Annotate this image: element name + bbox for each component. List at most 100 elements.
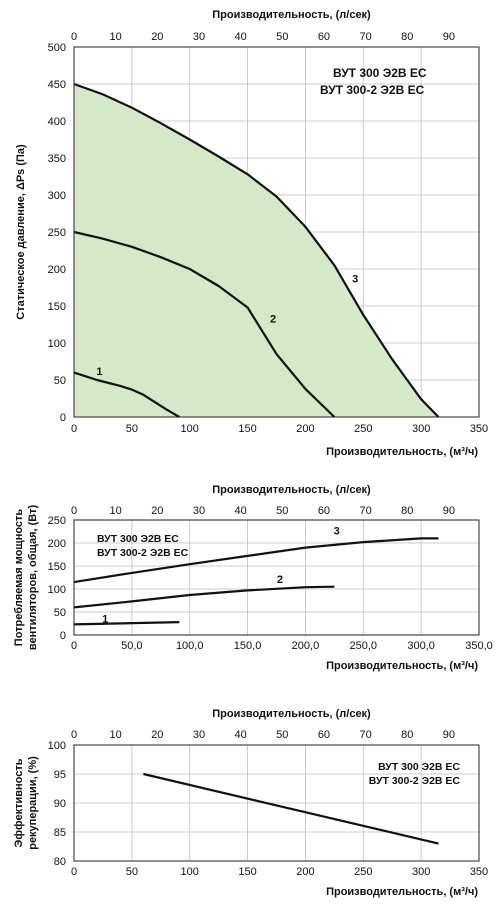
x2-tick-label: 20 bbox=[151, 31, 163, 43]
x2-tick-label: 10 bbox=[110, 505, 122, 517]
y-axis-title-line-1: Эффективность bbox=[13, 758, 25, 847]
x2-tick-label: 0 bbox=[71, 729, 77, 741]
y-tick-label: 250 bbox=[48, 227, 66, 239]
y-tick-label: 350 bbox=[48, 153, 66, 165]
y-tick-label: 200 bbox=[48, 264, 66, 276]
top-axis-title: Производительность, (л/сек) bbox=[212, 9, 371, 21]
y-axis-title-line-1: Потребляемая мощность bbox=[13, 509, 25, 647]
y-axis-title-line-2: вентиляторов, общая, (Вт) bbox=[27, 505, 39, 651]
x-tick-label: 150,0 bbox=[234, 640, 262, 652]
x2-tick-label: 40 bbox=[235, 505, 247, 517]
y-tick-label: 90 bbox=[54, 798, 66, 810]
x2-tick-label: 30 bbox=[193, 729, 205, 741]
x2-tick-label: 80 bbox=[401, 729, 413, 741]
y-tick-label: 0 bbox=[60, 630, 66, 642]
y-axis-title-line-2: рекуперации, (%) bbox=[27, 756, 39, 850]
x2-tick-label: 60 bbox=[318, 505, 330, 517]
curve-label: 3 bbox=[352, 273, 358, 285]
series-line-2 bbox=[73, 585, 335, 609]
x2-tick-label: 50 bbox=[276, 31, 288, 43]
x2-tick-label: 80 bbox=[401, 505, 413, 517]
y-tick-label: 100 bbox=[48, 338, 66, 350]
x-tick-label: 250 bbox=[354, 423, 372, 435]
x2-tick-label: 90 bbox=[443, 729, 455, 741]
x2-tick-label: 50 bbox=[276, 505, 288, 517]
pressure-chart: 123 0 50 100 150 200 250 300 350050100150200250… bbox=[15, 9, 488, 458]
series-line-2 bbox=[73, 230, 336, 418]
model-name-2: ВУТ 300-2 Э2В ЕС bbox=[97, 547, 189, 559]
x-tick-label: 300 bbox=[412, 423, 430, 435]
x-tick-label: 300 bbox=[412, 866, 430, 878]
x-tick-label: 200,0 bbox=[292, 640, 320, 652]
model-name-2: ВУТ 300-2 Э2В ЕС bbox=[320, 83, 425, 97]
y-tick-label: 0 bbox=[60, 412, 66, 424]
x2-tick-label: 50 bbox=[276, 729, 288, 741]
top-axis-title: Производительность, (л/сек) bbox=[212, 708, 371, 720]
model-name-1: ВУТ 300 Э2В ЕС bbox=[97, 533, 179, 545]
x2-tick-label: 0 bbox=[71, 505, 77, 517]
x2-tick-label: 30 bbox=[193, 505, 205, 517]
x-tick-label: 50 bbox=[126, 423, 138, 435]
x2-tick-label: 20 bbox=[151, 505, 163, 517]
x2-tick-label: 0 bbox=[71, 31, 77, 43]
y-tick-label: 150 bbox=[48, 301, 66, 313]
bottom-axis-title: Производительность, (м³/ч) bbox=[326, 886, 478, 898]
y-tick-label: 200 bbox=[48, 538, 66, 550]
operating-area bbox=[74, 84, 439, 417]
x2-tick-label: 60 bbox=[318, 31, 330, 43]
x2-tick-label: 70 bbox=[359, 729, 371, 741]
model-name-1: ВУТ 300 Э2В ЕС bbox=[333, 66, 427, 80]
x-tick-label: 50 bbox=[126, 866, 138, 878]
efficiency-chart: 0 50 100 150 200 250 300 350 80 85 90 95 100 0 10 20 30 4… bbox=[13, 708, 488, 898]
y-tick-label: 450 bbox=[48, 79, 66, 91]
x-tick-label: 350 bbox=[470, 866, 488, 878]
y-tick-label: 300 bbox=[48, 190, 66, 202]
x-tick-label: 300,0 bbox=[407, 640, 435, 652]
series-line-3 bbox=[73, 82, 440, 418]
x2-tick-label: 10 bbox=[110, 31, 122, 43]
x-tick-label: 100 bbox=[181, 423, 199, 435]
x2-tick-label: 90 bbox=[443, 505, 455, 517]
series-line-1 bbox=[73, 371, 180, 418]
y-tick-label: 80 bbox=[54, 856, 66, 868]
y-tick-label: 100 bbox=[48, 740, 66, 752]
x2-tick-label: 30 bbox=[193, 31, 205, 43]
top-axis-title: Производительность, (л/сек) bbox=[212, 484, 371, 496]
bottom-axis-title: Производительность, (м³/ч) bbox=[326, 446, 478, 458]
y-tick-label: 95 bbox=[54, 769, 66, 781]
x2-tick-label: 80 bbox=[401, 31, 413, 43]
y-axis-title: Статическое давление, ΔPs (Па) bbox=[15, 144, 27, 320]
x-tick-label: 0 bbox=[71, 423, 77, 435]
x-tick-label: 150 bbox=[238, 866, 256, 878]
x-tick-label: 0 bbox=[71, 866, 77, 878]
x-tick-label: 0 bbox=[71, 640, 77, 652]
x-tick-label: 200 bbox=[296, 866, 314, 878]
x2-tick-label: 70 bbox=[359, 505, 371, 517]
x2-tick-label: 90 bbox=[443, 31, 455, 43]
y-tick-label: 250 bbox=[48, 515, 66, 527]
curve-label: 2 bbox=[277, 574, 283, 586]
x-tick-label: 50,0 bbox=[121, 640, 142, 652]
x-tick-label: 150 bbox=[238, 423, 256, 435]
x-tick-label: 250,0 bbox=[350, 640, 378, 652]
x2-tick-label: 40 bbox=[235, 729, 247, 741]
power-chart: 1 2 3 0 50,0 100,0 150,0 200,0 250,0 300,0 350,0 0… bbox=[13, 484, 493, 672]
model-name-2: ВУТ 300-2 Э2В ЕС bbox=[369, 775, 461, 787]
x2-tick-label: 40 bbox=[235, 31, 247, 43]
series-line-1 bbox=[143, 772, 439, 845]
x-tick-label: 100 bbox=[181, 866, 199, 878]
x-tick-label: 350,0 bbox=[465, 640, 493, 652]
curve-label: 1 bbox=[96, 366, 102, 378]
x-tick-label: 100,0 bbox=[176, 640, 204, 652]
y-tick-label: 50 bbox=[54, 375, 66, 387]
curve-label: 3 bbox=[334, 526, 340, 538]
series-line-3 bbox=[73, 537, 439, 584]
curve-label: 1 bbox=[102, 614, 108, 626]
x2-tick-label: 10 bbox=[110, 729, 122, 741]
x2-tick-label: 60 bbox=[318, 729, 330, 741]
model-name-1: ВУТ 300 Э2В ЕС bbox=[378, 761, 460, 773]
curve-label: 2 bbox=[270, 313, 276, 325]
x-tick-label: 250 bbox=[354, 866, 372, 878]
x2-tick-label: 70 bbox=[359, 31, 371, 43]
